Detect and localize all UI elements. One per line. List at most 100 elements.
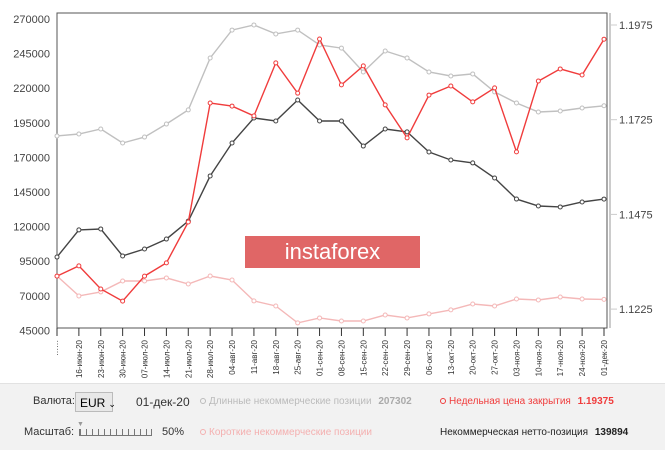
scale-label: Масштаб: (24, 426, 75, 438)
data-point (470, 160, 476, 166)
data-point (273, 303, 279, 309)
data-point (579, 199, 585, 205)
data-point (492, 85, 498, 91)
legend-long-label: Длинные некоммерческие позиции (209, 396, 372, 407)
legend-long[interactable]: Длинные некоммерческие позиции 207302 (200, 396, 412, 407)
data-point (601, 296, 607, 302)
data-point (404, 315, 410, 321)
data-point (535, 203, 541, 209)
legend-net-label: Некоммерческая нетто-позиция (440, 427, 589, 438)
x-tick-label: 23-июн-20 (97, 339, 106, 378)
data-point (360, 69, 366, 75)
data-point (251, 22, 257, 28)
x-tick-label: 13-окт-20 (447, 339, 456, 374)
data-point (207, 100, 213, 106)
legend-price-label: Недельная цена закрытия (449, 396, 571, 407)
legend-net-value: 139894 (594, 427, 629, 438)
data-point (338, 82, 344, 88)
data-point (317, 118, 323, 124)
data-point (54, 254, 60, 260)
left-tick-label: 120000 (13, 222, 50, 234)
data-point (360, 63, 366, 69)
data-point (251, 113, 257, 119)
left-tick-label: 270000 (13, 14, 50, 26)
x-tick-label: 24-ноя-20 (578, 339, 587, 376)
data-point (273, 118, 279, 124)
data-point (295, 27, 301, 33)
chevron-down-icon: ⌄ (108, 399, 116, 409)
left-tick-label: 195000 (13, 118, 50, 130)
data-point (295, 320, 301, 326)
legend-short-marker-icon (200, 429, 206, 436)
control-panel: Валюта: EUR ⌄ 01-дек-20 Длинные некоммерч… (0, 383, 665, 450)
data-point (185, 219, 191, 225)
left-tick-label: 70000 (19, 291, 50, 303)
x-tick-label: 20-окт-20 (469, 339, 478, 374)
data-point (229, 140, 235, 146)
legend-price[interactable]: Недельная цена закрытия 1.19375 (440, 396, 614, 407)
data-point (470, 99, 476, 105)
data-point (76, 263, 82, 269)
x-tick-label: 06-окт-20 (425, 339, 434, 374)
data-point (513, 196, 519, 202)
data-point (295, 90, 301, 96)
x-tick-label: 11-авг-20 (250, 339, 259, 374)
data-point (142, 246, 148, 252)
data-point (535, 109, 541, 115)
data-point (98, 226, 104, 232)
x-tick-label: 28-июл-20 (206, 339, 215, 378)
data-point (163, 121, 169, 127)
currency-select[interactable]: EUR ⌄ (75, 392, 116, 412)
data-point (382, 48, 388, 54)
data-point (404, 129, 410, 135)
data-point (54, 133, 60, 139)
data-point (98, 126, 104, 132)
data-point (382, 126, 388, 132)
data-point (360, 318, 366, 324)
data-point (513, 149, 519, 155)
data-point (470, 71, 476, 77)
left-tick-label: 145000 (13, 187, 50, 199)
left-tick-label: 245000 (13, 49, 50, 61)
scale-slider[interactable] (79, 429, 152, 436)
data-point (229, 103, 235, 109)
x-tick-label: 01-дек-20 (600, 339, 609, 375)
series-line (56, 99, 605, 258)
data-point (163, 260, 169, 266)
scale-value: 50% (162, 426, 185, 438)
data-point (426, 92, 432, 98)
data-point (557, 108, 563, 114)
data-point (360, 143, 366, 149)
data-point (76, 293, 82, 299)
data-point (207, 273, 213, 279)
legend-net[interactable]: Некоммерческая нетто-позиция 139894 (440, 427, 628, 438)
data-point (535, 78, 541, 84)
data-point (535, 297, 541, 303)
data-point (579, 296, 585, 302)
data-point (317, 315, 323, 321)
data-point (557, 294, 563, 300)
data-point (338, 118, 344, 124)
data-point (338, 45, 344, 51)
legend-long-value: 207302 (378, 396, 412, 407)
data-point (404, 55, 410, 61)
data-point (579, 105, 585, 111)
series-line (56, 275, 605, 324)
data-point (448, 83, 454, 89)
slider-handle-icon[interactable]: ▼ (77, 421, 84, 428)
data-point (163, 275, 169, 281)
data-point (76, 227, 82, 233)
x-tick-label: 16-июн-20 (75, 339, 84, 378)
data-point (251, 298, 257, 304)
data-point (448, 157, 454, 163)
right-tick-label: 1.1225 (619, 304, 653, 316)
selected-date: 01-дек-20 (136, 395, 190, 409)
data-point (142, 278, 148, 284)
data-point (120, 140, 126, 146)
x-tick-label: 01-сен-20 (316, 339, 325, 376)
x-tick-label: 22-сен-20 (381, 339, 390, 376)
x-tick-label: 03-ноя-20 (512, 339, 521, 376)
x-tick-label: 17-ноя-20 (556, 339, 565, 376)
legend-short[interactable]: Короткие некоммерческие позиции (200, 427, 372, 438)
data-point (470, 301, 476, 307)
